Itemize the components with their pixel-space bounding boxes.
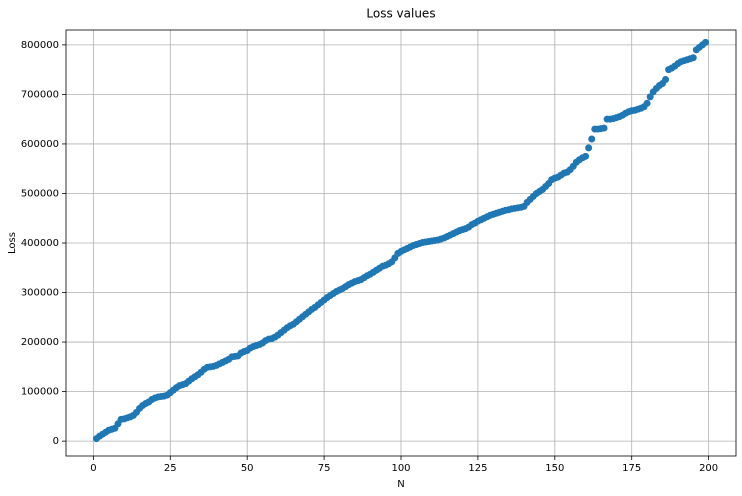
plot-frame xyxy=(65,29,737,457)
y-tick-label: 700000 xyxy=(21,89,59,100)
x-tick-label: 175 xyxy=(622,463,641,474)
point xyxy=(643,99,651,107)
x-tick-label: 150 xyxy=(545,463,564,474)
x-tick-label: 100 xyxy=(391,463,410,474)
x-tick-label: 200 xyxy=(699,463,718,474)
y-tick-label: 200000 xyxy=(21,337,59,348)
y-tick-label: 600000 xyxy=(21,139,59,150)
point xyxy=(702,38,710,46)
point xyxy=(588,135,596,143)
x-tick-label: 25 xyxy=(164,463,177,474)
x-tick-label: 50 xyxy=(241,463,254,474)
y-tick-label: 100000 xyxy=(21,387,59,398)
point xyxy=(600,124,608,132)
point xyxy=(582,152,590,160)
point xyxy=(585,144,593,152)
x-tick-label: 0 xyxy=(90,463,96,474)
point xyxy=(689,54,697,62)
y-tick-label: 800000 xyxy=(21,40,59,51)
x-tick-label: 75 xyxy=(318,463,331,474)
y-tick-label: 400000 xyxy=(21,238,59,249)
y-tick-label: 300000 xyxy=(21,288,59,299)
y-axis-label: Loss xyxy=(7,232,18,254)
x-axis-label: N xyxy=(397,479,404,490)
y-tick-label: 500000 xyxy=(21,188,59,199)
point xyxy=(662,76,670,84)
x-tick-label: 125 xyxy=(468,463,487,474)
y-tick-label: 0 xyxy=(53,436,59,447)
chart-title: Loss values xyxy=(366,7,435,21)
